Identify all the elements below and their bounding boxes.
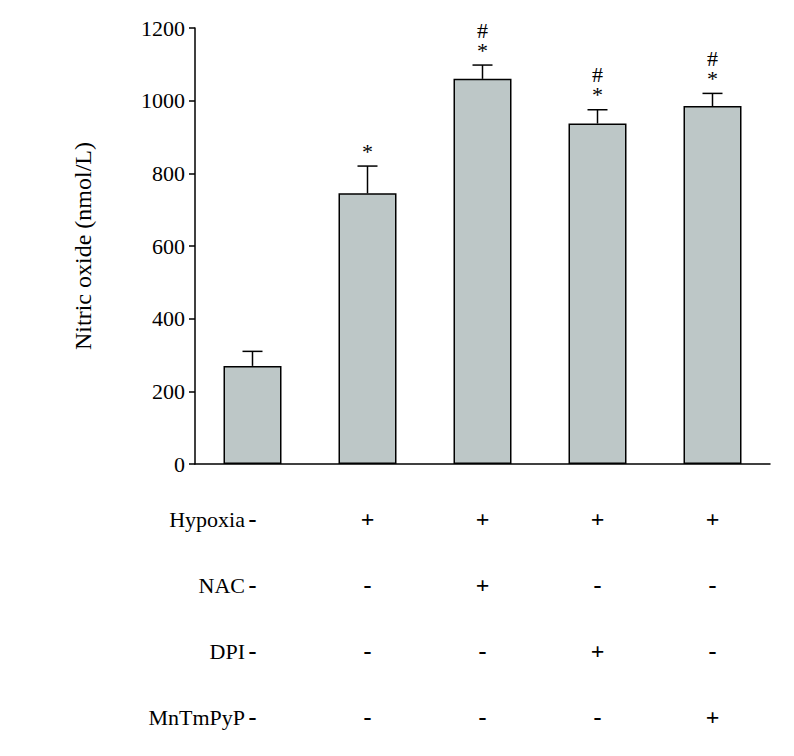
svg-text:-: - <box>594 572 602 598</box>
svg-text:+: + <box>591 506 605 532</box>
svg-text:+: + <box>706 506 720 532</box>
svg-text:-: - <box>709 572 717 598</box>
svg-text:-: - <box>709 638 717 664</box>
svg-text:NAC: NAC <box>199 573 245 598</box>
svg-text:#: # <box>707 46 718 71</box>
svg-text:-: - <box>364 572 372 598</box>
svg-text:-: - <box>249 704 257 730</box>
svg-text:1000: 1000 <box>141 88 185 113</box>
svg-text:+: + <box>476 572 490 598</box>
svg-text:1200: 1200 <box>141 16 185 41</box>
svg-text:-: - <box>479 638 487 664</box>
svg-text:-: - <box>594 704 602 730</box>
svg-text:Hypoxia: Hypoxia <box>169 507 245 532</box>
svg-text:-: - <box>364 704 372 730</box>
svg-text:#: # <box>477 18 488 43</box>
svg-text:#: # <box>592 62 603 87</box>
svg-text:-: - <box>249 638 257 664</box>
svg-text:-: - <box>479 704 487 730</box>
svg-text:-: - <box>249 572 257 598</box>
svg-text:DPI: DPI <box>210 639 245 664</box>
svg-text:0: 0 <box>174 452 185 477</box>
svg-text:-: - <box>364 638 372 664</box>
svg-text:Nitric oxide (nmol/L): Nitric oxide (nmol/L) <box>70 142 96 350</box>
svg-text:400: 400 <box>152 306 185 331</box>
svg-text:+: + <box>591 638 605 664</box>
svg-text:*: * <box>362 139 373 164</box>
svg-text:+: + <box>476 506 490 532</box>
svg-text:600: 600 <box>152 234 185 259</box>
svg-text:+: + <box>706 704 720 730</box>
svg-text:+: + <box>361 506 375 532</box>
svg-text:800: 800 <box>152 161 185 186</box>
svg-text:200: 200 <box>152 379 185 404</box>
svg-text:MnTmPyP: MnTmPyP <box>148 705 245 730</box>
svg-text:-: - <box>249 506 257 532</box>
